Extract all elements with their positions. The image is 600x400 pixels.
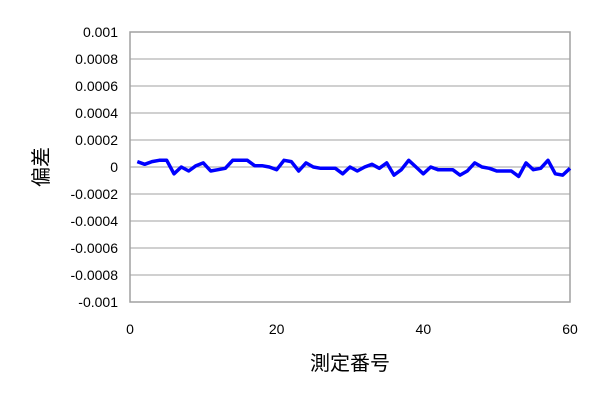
y-tick-label: 0.0004 <box>75 105 118 121</box>
y-axis-label: 偏差 <box>29 147 53 187</box>
y-tick-label: 0.0006 <box>75 78 118 94</box>
y-tick-label: -0.0002 <box>71 186 119 202</box>
y-tick-label: -0.0006 <box>71 240 119 256</box>
x-tick-label: 40 <box>416 321 432 337</box>
x-tick-label: 0 <box>126 321 134 337</box>
x-tick-label: 60 <box>562 321 578 337</box>
y-axis-ticks: 0.001 0.0008 0.0006 0.0004 0.0002 0 -0.0002 -0.… <box>71 24 119 310</box>
y-tick-label: 0 <box>110 159 118 175</box>
x-axis-label: 測定番号 <box>310 351 390 375</box>
x-tick-label: 20 <box>269 321 285 337</box>
plot-area-border <box>129 31 571 303</box>
y-tick-label: -0.0008 <box>71 267 119 283</box>
y-tick-label: 0.001 <box>83 24 118 40</box>
y-tick-label: 0.0002 <box>75 132 118 148</box>
y-tick-label: -0.001 <box>78 294 118 310</box>
series-line <box>136 158 572 179</box>
y-tick-label: 0.0008 <box>75 51 118 67</box>
y-tick-label: -0.0004 <box>71 213 119 229</box>
x-axis-ticks: 0 20 40 60 <box>126 321 578 337</box>
